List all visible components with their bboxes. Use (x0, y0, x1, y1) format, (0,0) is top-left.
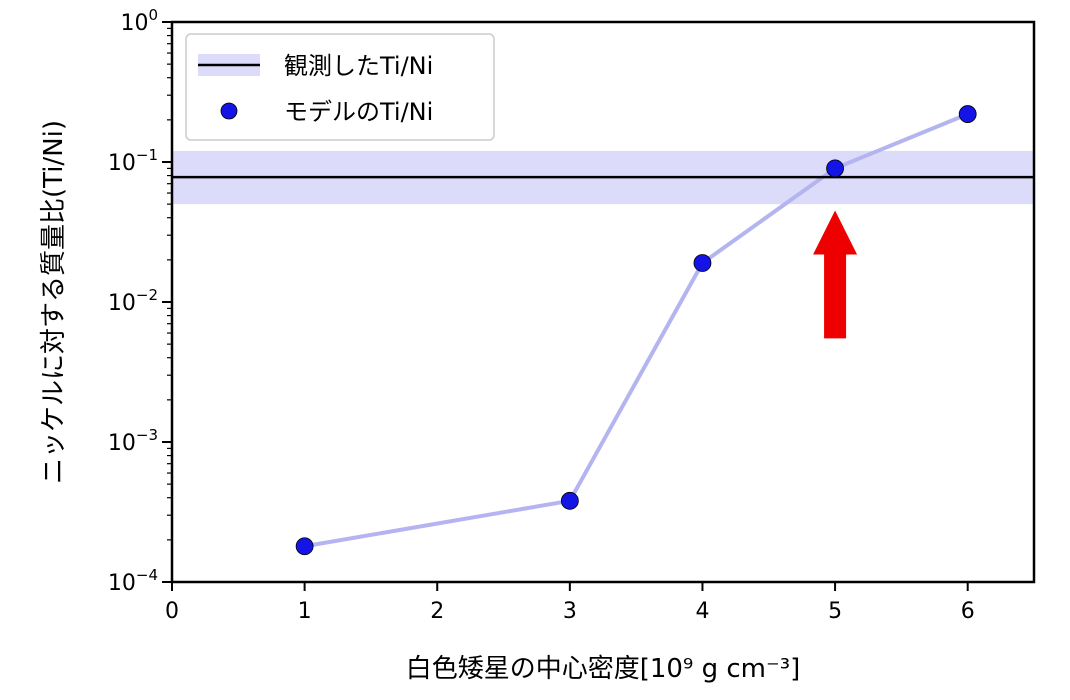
y-tick-label: 100 (120, 6, 158, 36)
data-point (560, 491, 579, 510)
x-tick-label: 4 (695, 599, 709, 624)
red-arrow (813, 210, 858, 339)
x-tick-label: 6 (961, 599, 975, 624)
data-point (958, 105, 977, 123)
y-tick-label: 10−2 (108, 286, 158, 316)
legend-model-marker (220, 102, 238, 120)
x-axis-title: 白色矮星の中心密度[10⁹ g cm⁻³] (406, 654, 801, 684)
x-tick-label: 3 (563, 599, 577, 624)
data-point (693, 254, 712, 272)
legend-observed-label: 観測したTi/Ni (284, 52, 433, 80)
legend-box (185, 33, 495, 141)
data-point (826, 159, 844, 178)
y-tick-label: 10−4 (108, 566, 158, 596)
y-tick-label: 10−3 (108, 426, 158, 456)
legend: 観測したTi/Ni モデルのTi/Ni (185, 33, 495, 141)
x-tick-label: 1 (298, 599, 312, 624)
y-tick-label: 10−1 (108, 146, 158, 176)
x-tick-label: 5 (828, 599, 842, 624)
data-point (295, 537, 314, 556)
x-tick-label: 2 (430, 599, 444, 624)
legend-model-label: モデルのTi/Ni (284, 98, 433, 126)
y-axis-title: ニッケルに対する質量比(Ti/Ni) (39, 120, 69, 484)
x-tick-label: 0 (165, 599, 179, 624)
